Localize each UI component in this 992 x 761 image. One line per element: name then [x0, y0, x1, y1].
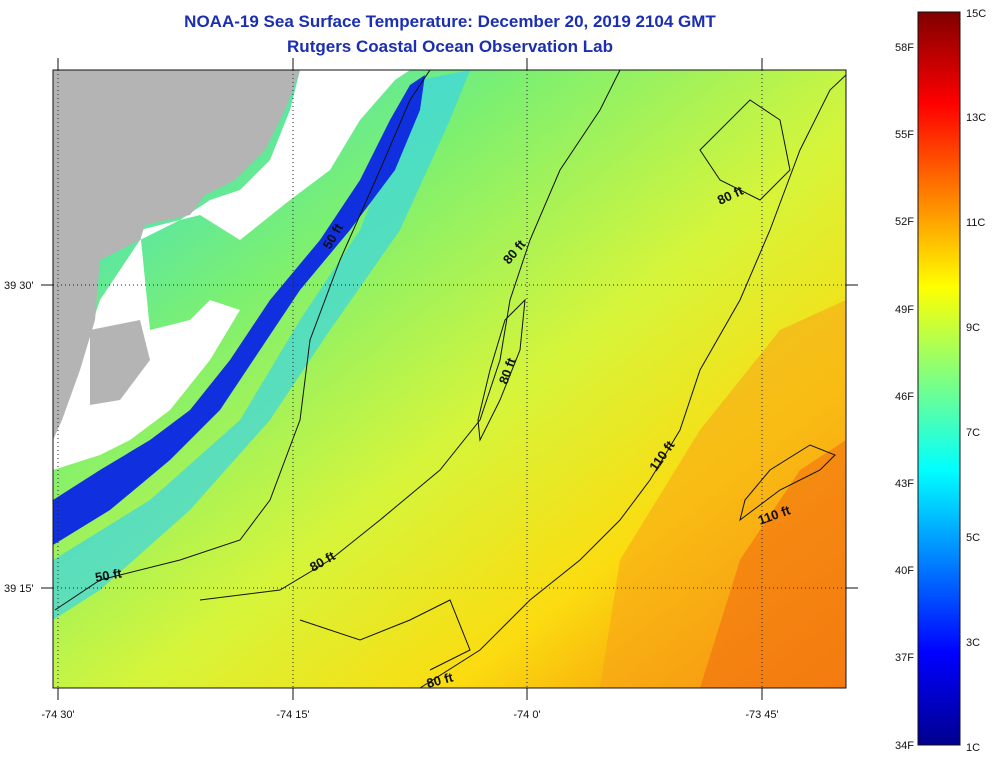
- map-area: 50 ft 50 ft 80 ft 80 ft 80 ft 80 ft 80 f…: [53, 70, 846, 691]
- colorbar-c-label: 9C: [966, 322, 980, 334]
- contour-50ft: [54, 70, 431, 611]
- colorbar: [917, 11, 961, 746]
- colorbar-c-label: 13C: [966, 112, 986, 124]
- axis-ticks: [41, 58, 858, 700]
- lat-label: 39 15': [4, 583, 34, 595]
- colorbar-c-label: 5C: [966, 532, 980, 544]
- map-border: [52, 69, 847, 689]
- colorbar-c-label: 7C: [966, 427, 980, 439]
- warmest-region: [700, 440, 846, 688]
- bathymetry-contours: [54, 70, 846, 688]
- colorbar-f-label: 43F: [895, 478, 914, 490]
- colorbar-f-label: 46F: [895, 391, 914, 403]
- colorbar-celsius-labels: 15C 13C 11C 9C 7C 5C 3C 1C: [966, 8, 986, 754]
- colorbar-c-label: 11C: [966, 217, 985, 229]
- colorbar-c-label: 15C: [966, 8, 986, 20]
- contour-80ft-c: [477, 298, 526, 442]
- colorbar-c-label: 1C: [966, 742, 980, 754]
- contour-80ft-a: [199, 70, 621, 601]
- map-subtitle: Rutgers Coastal Ocean Observation Lab: [287, 37, 613, 56]
- colorbar-f-label: 34F: [895, 740, 914, 752]
- colorbar-f-label: 49F: [895, 304, 914, 316]
- contour-label: 50 ft: [94, 565, 124, 585]
- map-title: NOAA-19 Sea Surface Temperature: Decembe…: [184, 12, 716, 31]
- lon-label: -74 15': [276, 709, 309, 721]
- contour-label: 80 ft: [425, 669, 455, 691]
- land-mass-2: [90, 320, 150, 405]
- colorbar-f-label: 52F: [895, 216, 914, 228]
- colorbar-f-label: 55F: [895, 129, 914, 141]
- graticule: [53, 70, 846, 688]
- lon-label: -74 30': [41, 709, 74, 721]
- lon-label: -73 45': [745, 709, 778, 721]
- colorbar-fahrenheit-labels: 58F 55F 52F 49F 46F 43F 40F 37F 34F: [895, 42, 914, 752]
- contour-80ft-b: [699, 99, 791, 201]
- colorbar-f-label: 37F: [895, 652, 914, 664]
- contour-110ft-b: [739, 444, 836, 522]
- colorbar-c-label: 3C: [966, 637, 980, 649]
- contour-80ft-d: [299, 599, 471, 671]
- colorbar-f-label: 40F: [895, 565, 914, 577]
- cool-band: [53, 70, 470, 620]
- cold-strip: [53, 75, 425, 545]
- colorbar-f-label: 58F: [895, 42, 914, 54]
- contour-110ft: [419, 74, 846, 688]
- lat-label: 39 30': [4, 280, 34, 292]
- land-mass: [53, 70, 300, 440]
- lon-label: -74 0': [513, 709, 540, 721]
